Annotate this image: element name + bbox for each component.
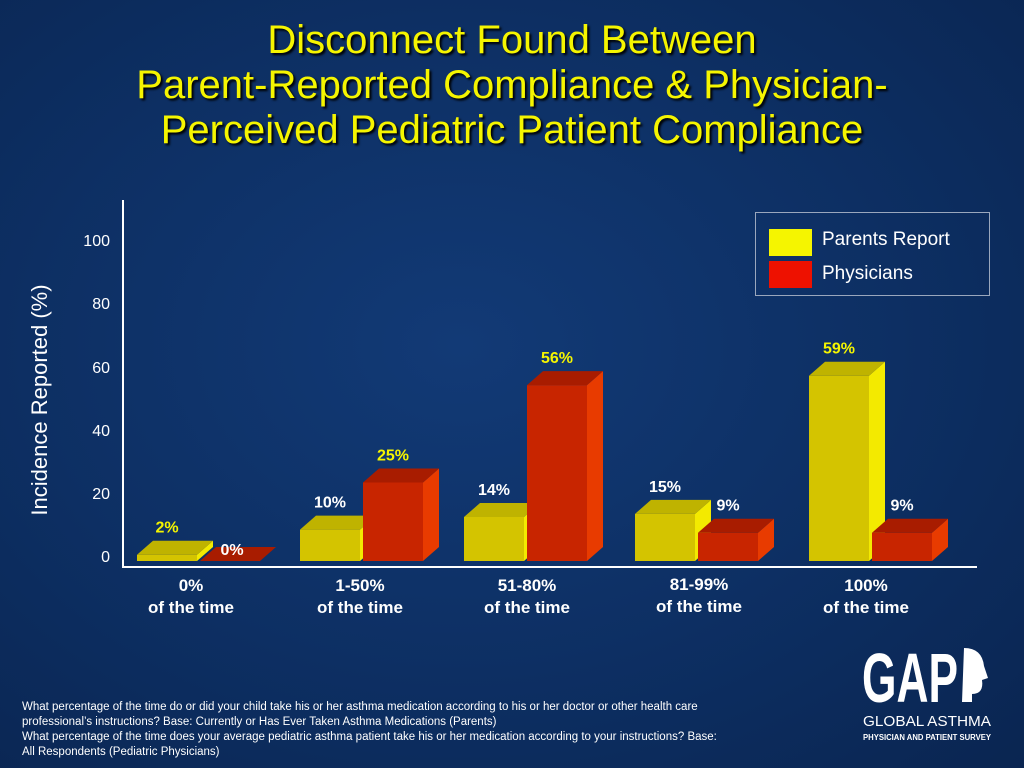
logo-line-1: GLOBAL ASTHMA <box>863 713 991 730</box>
data-label: 2% <box>155 520 178 537</box>
bar-side-face <box>197 540 213 561</box>
footnote-line-3: What percentage of the time does your av… <box>22 731 717 743</box>
data-label: 25% <box>377 448 409 465</box>
physicians-bar <box>363 468 439 561</box>
bar-top-face <box>363 468 439 483</box>
bar-side-face <box>869 361 885 561</box>
y-tick-label: 60 <box>92 360 110 377</box>
y-tick-label: 20 <box>92 486 110 503</box>
y-tick-label: 40 <box>92 423 110 440</box>
legend-swatch-parents <box>769 229 812 256</box>
head-profile-icon <box>962 648 988 702</box>
bar-front-face <box>872 532 932 561</box>
physicians-bar <box>200 547 276 561</box>
physicians-bar <box>527 371 603 561</box>
physicians-bar <box>698 518 774 561</box>
parents-bar <box>137 540 213 561</box>
bar-front-face <box>300 529 360 561</box>
category-label-line: 51-80% <box>497 576 557 595</box>
title-line-2: Parent-Reported Compliance & Physician- <box>136 63 888 107</box>
bar-front-face <box>363 482 423 561</box>
legend-swatch-physicians <box>769 261 812 288</box>
data-label: 15% <box>649 479 681 496</box>
footnote-line-2: professional’s instructions? Base: Curre… <box>22 716 497 728</box>
logo-mark: GAP <box>862 640 958 717</box>
bar-top-face <box>635 499 711 514</box>
bar-front-face <box>698 532 758 561</box>
category-label-line: of the time <box>484 598 570 617</box>
category-label-line: of the time <box>656 597 742 616</box>
footnote-line-1: What percentage of the time do or did yo… <box>22 701 698 713</box>
data-label: 10% <box>314 495 346 512</box>
physicians-bar <box>872 518 948 561</box>
bar-top-face <box>698 518 774 533</box>
bar-front-face <box>137 554 197 561</box>
y-tick-label: 80 <box>92 296 110 313</box>
parents-bar <box>809 361 885 561</box>
y-axis-line <box>122 200 124 568</box>
data-label: 9% <box>890 498 913 515</box>
bar-top-face <box>464 503 540 518</box>
category-label-line: of the time <box>317 598 403 617</box>
bar-side-face <box>932 518 948 561</box>
category-label-0: 0% of the time <box>111 575 271 619</box>
legend-label-parents: Parents Report <box>822 229 950 250</box>
category-label-line: 100% <box>844 576 888 595</box>
category-label-2: 51-80% of the time <box>447 575 607 619</box>
category-label-line: 0% <box>178 576 204 595</box>
bar-side-face <box>758 518 774 561</box>
chart-title: Disconnect Found Between Parent-Reported… <box>0 18 1024 153</box>
data-label: 0% <box>220 542 243 559</box>
x-axis-line <box>122 566 977 568</box>
bar-side-face <box>587 371 603 561</box>
bar-front-face <box>809 375 869 561</box>
bar-top-face <box>872 518 948 533</box>
category-label-line: of the time <box>823 598 909 617</box>
category-label-line: of the time <box>148 598 234 617</box>
bar-front-face <box>527 385 587 561</box>
title-line-3: Perceived Pediatric Patient Compliance <box>160 108 864 152</box>
logo-line-2: PHYSICIAN AND PATIENT SURVEY <box>863 733 992 742</box>
footnote-line-4: All Respondents (Pediatric Physicians) <box>22 746 220 758</box>
bar-top-face <box>300 515 376 530</box>
bar-top-face <box>809 361 885 376</box>
data-label: 14% <box>478 482 510 499</box>
bar-top-face <box>200 547 276 561</box>
bar-side-face <box>423 468 439 561</box>
data-label: 9% <box>716 498 739 515</box>
gap-logo: GAP GLOBAL ASTHMA PHYSICIAN AND PATIENT … <box>862 640 992 742</box>
category-label-3: 81-99% of the time <box>619 574 779 618</box>
data-label: 56% <box>541 350 573 367</box>
y-tick-label: 100 <box>83 233 110 250</box>
category-label-1: 1-50% of the time <box>280 575 440 619</box>
legend-label-physicians: Physicians <box>822 263 913 284</box>
category-label-4: 100% of the time <box>786 575 946 619</box>
title-line-1: Disconnect Found Between <box>267 18 757 62</box>
bar-top-face <box>527 371 603 386</box>
bar-front-face <box>464 517 524 561</box>
bar-front-face <box>635 513 695 561</box>
category-label-line: 1-50% <box>335 576 385 595</box>
y-tick-label: 0 <box>101 549 110 566</box>
data-label: 59% <box>823 341 855 358</box>
chart-legend: Parents Report Physicians <box>755 212 990 296</box>
footnote: What percentage of the time do or did yo… <box>22 700 812 760</box>
bar-top-face <box>137 540 213 555</box>
category-label-line: 81-99% <box>669 575 729 594</box>
